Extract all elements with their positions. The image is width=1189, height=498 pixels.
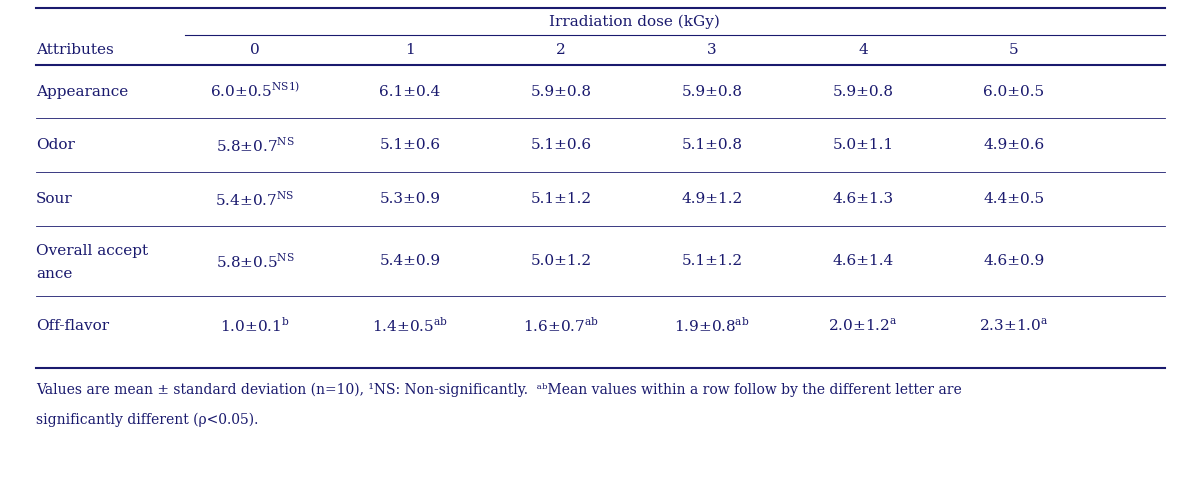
Text: 4.6±1.4: 4.6±1.4	[832, 254, 894, 268]
Text: 5.3±0.9: 5.3±0.9	[379, 192, 440, 206]
Text: 2.3±1.0$^{\mathregular{a}}$: 2.3±1.0$^{\mathregular{a}}$	[980, 317, 1049, 334]
Text: Odor: Odor	[36, 138, 75, 152]
Text: 1.0±0.1$^{\mathregular{b}}$: 1.0±0.1$^{\mathregular{b}}$	[220, 316, 290, 335]
Text: 2: 2	[556, 43, 566, 57]
Text: Irradiation dose (kGy): Irradiation dose (kGy)	[549, 15, 719, 29]
Text: 4.4±0.5: 4.4±0.5	[983, 192, 1045, 206]
Text: 5.1±1.2: 5.1±1.2	[530, 192, 592, 206]
Text: 5.1±0.6: 5.1±0.6	[530, 138, 592, 152]
Text: 5.9±0.8: 5.9±0.8	[681, 85, 742, 99]
Text: 5.0±1.2: 5.0±1.2	[530, 254, 592, 268]
Text: 4.9±0.6: 4.9±0.6	[983, 138, 1045, 152]
Text: 6.0±0.5: 6.0±0.5	[983, 85, 1045, 99]
Text: 5.1±0.6: 5.1±0.6	[379, 138, 441, 152]
Text: 5.4±0.9: 5.4±0.9	[379, 254, 441, 268]
Text: 4.6±0.9: 4.6±0.9	[983, 254, 1045, 268]
Text: 5: 5	[1009, 43, 1019, 57]
Text: 5.0±1.1: 5.0±1.1	[832, 138, 894, 152]
Text: 4.6±1.3: 4.6±1.3	[832, 192, 894, 206]
Text: 1.6±0.7$^{\mathregular{ab}}$: 1.6±0.7$^{\mathregular{ab}}$	[523, 316, 599, 335]
Text: 2.0±1.2$^{\mathregular{a}}$: 2.0±1.2$^{\mathregular{a}}$	[829, 317, 898, 334]
Text: 3: 3	[707, 43, 717, 57]
Text: 5.1±1.2: 5.1±1.2	[681, 254, 743, 268]
Text: 6.1±0.4: 6.1±0.4	[379, 85, 441, 99]
Text: Attributes: Attributes	[36, 43, 114, 57]
Text: 4: 4	[858, 43, 868, 57]
Text: 5.4±0.7$^{\mathregular{NS}}$: 5.4±0.7$^{\mathregular{NS}}$	[215, 190, 295, 208]
Text: 4.9±1.2: 4.9±1.2	[681, 192, 743, 206]
Text: 6.0±0.5$^{\mathregular{NS1)}}$: 6.0±0.5$^{\mathregular{NS1)}}$	[210, 82, 300, 101]
Text: 1: 1	[405, 43, 415, 57]
Text: Values are mean ± standard deviation (n=10), ¹NS: Non-significantly.  ᵃᵇMean val: Values are mean ± standard deviation (n=…	[36, 383, 962, 397]
Text: 5.8±0.7$^{\mathregular{NS}}$: 5.8±0.7$^{\mathregular{NS}}$	[215, 135, 295, 154]
Text: 5.9±0.8: 5.9±0.8	[530, 85, 591, 99]
Text: 1.9±0.8$^{\mathregular{ab}}$: 1.9±0.8$^{\mathregular{ab}}$	[674, 316, 750, 335]
Text: Appearance: Appearance	[36, 85, 128, 99]
Text: significantly different (ρ<0.05).: significantly different (ρ<0.05).	[36, 413, 258, 427]
Text: Off-flavor: Off-flavor	[36, 319, 109, 333]
Text: 5.9±0.8: 5.9±0.8	[832, 85, 893, 99]
Text: Overall accept: Overall accept	[36, 244, 149, 258]
Text: 5.8±0.5$^{\mathregular{NS}}$: 5.8±0.5$^{\mathregular{NS}}$	[215, 251, 295, 270]
Text: 5.1±0.8: 5.1±0.8	[681, 138, 742, 152]
Text: ance: ance	[36, 267, 73, 281]
Text: 1.4±0.5$^{\mathregular{ab}}$: 1.4±0.5$^{\mathregular{ab}}$	[372, 316, 448, 335]
Text: Sour: Sour	[36, 192, 73, 206]
Text: 0: 0	[250, 43, 260, 57]
